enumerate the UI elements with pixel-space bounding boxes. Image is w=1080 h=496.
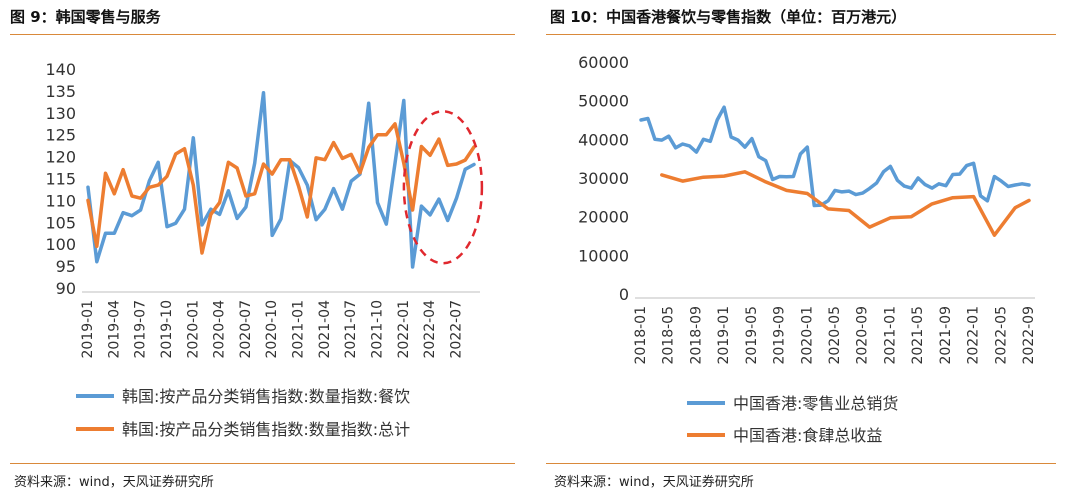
y-tick-label: 50000 bbox=[578, 92, 629, 111]
x-tick-label: 2020-05 bbox=[827, 306, 843, 365]
annotation-ellipse bbox=[402, 110, 484, 265]
x-tick-label: 2018-05 bbox=[661, 306, 677, 365]
chart-panel-hongkong: 图 10：中国香港餐饮与零售指数（单位：百万港元） 0 10000 20000 300… bbox=[540, 0, 1080, 496]
x-tick-label: 2020-09 bbox=[855, 306, 871, 365]
x-tick-label: 2022-05 bbox=[993, 306, 1009, 365]
title-rule bbox=[546, 34, 1056, 35]
hongkong-line-chart: 0 10000 20000 30000 40000 50000 60000 2018-01 20… bbox=[578, 53, 1037, 445]
y-tick-label: 125 bbox=[45, 126, 76, 145]
x-tick-label: 2019-07 bbox=[133, 300, 149, 359]
x-tick-label: 2021-07 bbox=[343, 300, 359, 359]
x-tick-label: 2020-01 bbox=[799, 306, 815, 365]
y-tick-label: 40000 bbox=[578, 130, 629, 149]
korea-line-chart: 90 95 100 105 110 115 120 125 130 135 140 2019-01 20… bbox=[45, 60, 484, 439]
y-tick-label: 105 bbox=[45, 213, 76, 232]
chart-title: 图 9：韩国零售与服务 bbox=[10, 8, 161, 26]
y-tick-label: 60000 bbox=[578, 53, 629, 72]
x-tick-label: 2019-04 bbox=[106, 300, 122, 359]
legend-label-2: 中国香港:食肆总收益 bbox=[733, 426, 882, 445]
y-tick-label: 30000 bbox=[578, 169, 629, 188]
legend-label-1: 中国香港:零售业总销货 bbox=[733, 394, 898, 413]
series-line-2 bbox=[86, 122, 476, 255]
legend-label-1: 韩国:按产品分类销售指数:数量指数:餐饮 bbox=[122, 387, 410, 406]
series-line-1 bbox=[639, 105, 1031, 208]
x-tick-label: 2019-01 bbox=[716, 306, 732, 365]
legend-label-2: 韩国:按产品分类销售指数:数量指数:总计 bbox=[122, 420, 410, 439]
y-tick-label: 120 bbox=[45, 148, 76, 167]
series-line-2 bbox=[660, 170, 1031, 237]
x-tick-label: 2022-09 bbox=[1021, 306, 1037, 365]
x-tick-label: 2018-09 bbox=[688, 306, 704, 365]
x-tick-label: 2021-01 bbox=[882, 306, 898, 365]
x-tick-label: 2022-07 bbox=[448, 300, 464, 359]
y-tick-label: 0 bbox=[619, 285, 629, 304]
x-tick-label: 2020-01 bbox=[185, 300, 201, 359]
x-tick-label: 2021-09 bbox=[938, 306, 954, 365]
y-tick-label: 10000 bbox=[578, 246, 629, 265]
source-note: 资料来源：wind，天风证券研究所 bbox=[554, 475, 754, 490]
x-tick-label: 2021-05 bbox=[910, 306, 926, 365]
y-tick-label: 135 bbox=[45, 82, 76, 101]
x-tick-label: 2019-09 bbox=[772, 306, 788, 365]
x-tick-label: 2019-05 bbox=[744, 306, 760, 365]
x-tick-label: 2021-10 bbox=[370, 300, 386, 359]
chart-panel-korea: 图 9：韩国零售与服务 90 95 100 105 110 115 120 125 130 135… bbox=[10, 8, 515, 490]
x-tick-label: 2021-01 bbox=[291, 300, 307, 359]
y-tick-label: 140 bbox=[45, 60, 76, 79]
x-tick-label: 2020-07 bbox=[238, 300, 254, 359]
y-tick-label: 90 bbox=[56, 279, 76, 298]
x-tick-label: 2018-01 bbox=[633, 306, 649, 365]
x-tick-label: 2022-04 bbox=[422, 300, 438, 359]
series-line-1 bbox=[86, 90, 476, 269]
title-rule bbox=[10, 34, 515, 35]
x-tick-label: 2022-01 bbox=[966, 306, 982, 365]
source-rule bbox=[546, 463, 1056, 464]
y-tick-label: 20000 bbox=[578, 208, 629, 227]
x-tick-label: 2021-04 bbox=[317, 300, 333, 359]
chart-title: 图 10：中国香港餐饮与零售指数（单位：百万港元） bbox=[550, 8, 907, 26]
y-tick-label: 110 bbox=[45, 191, 76, 210]
x-tick-label: 2019-10 bbox=[159, 300, 175, 359]
x-tick-label: 2020-10 bbox=[264, 300, 280, 359]
x-tick-label: 2019-01 bbox=[80, 300, 96, 359]
y-tick-label: 100 bbox=[45, 235, 76, 254]
y-tick-label: 95 bbox=[56, 257, 76, 276]
x-tick-label: 2020-04 bbox=[212, 300, 228, 359]
source-rule bbox=[10, 463, 515, 464]
x-tick-label: 2022-01 bbox=[396, 300, 412, 359]
source-note: 资料来源：wind，天风证券研究所 bbox=[14, 475, 214, 490]
y-tick-label: 130 bbox=[45, 104, 76, 123]
y-tick-label: 115 bbox=[45, 170, 76, 189]
